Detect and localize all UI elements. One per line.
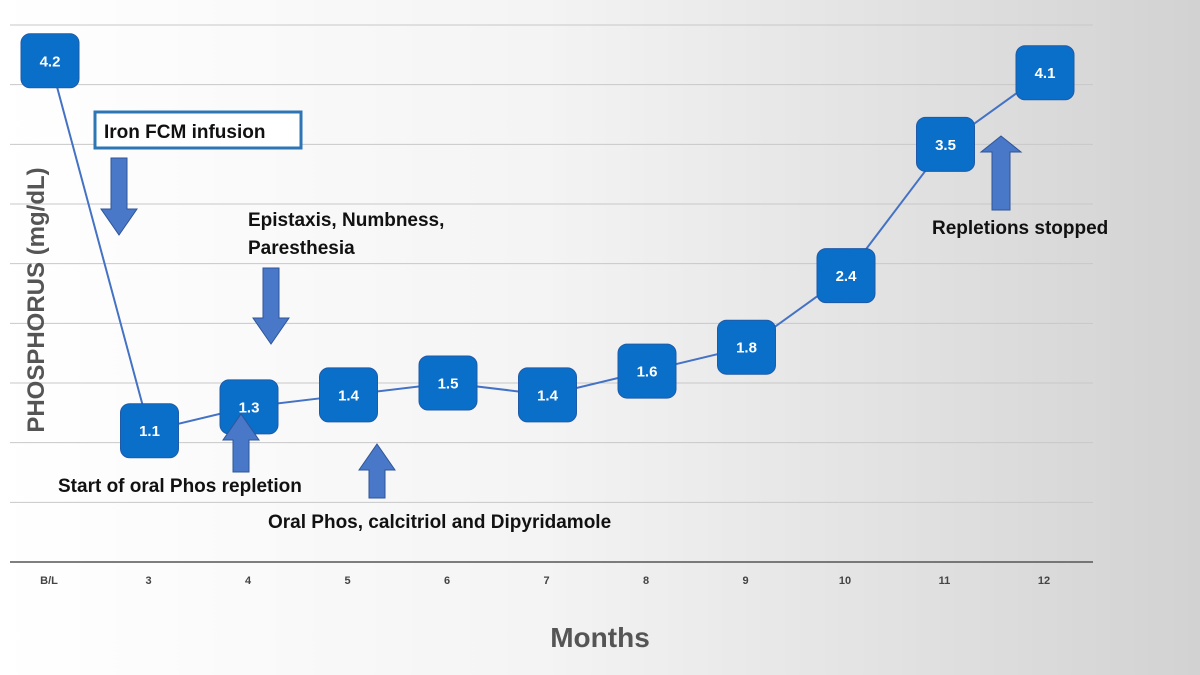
data-label: 2.4 <box>836 268 858 285</box>
up-arrow-repletion-start <box>222 413 260 473</box>
data-label: 4.2 <box>40 53 61 70</box>
annotation-epistaxis-line1: Epistaxis, Numbness, <box>248 210 444 231</box>
down-arrow-iron <box>100 157 138 236</box>
x-tick-label: 4 <box>245 575 252 587</box>
data-label: 3.5 <box>935 137 956 154</box>
annotation-repletions-stopped: Repletions stopped <box>932 218 1108 239</box>
data-point-marker <box>617 343 677 399</box>
x-tick-label: 3 <box>145 575 151 587</box>
data-point-marker <box>120 403 179 459</box>
x-tick-labels: B/L 3 4 5 6 7 8 9 10 11 12 <box>40 575 1050 587</box>
x-tick-label: 6 <box>444 575 450 587</box>
data-label: 1.4 <box>338 387 360 404</box>
data-label: 1.1 <box>139 423 160 440</box>
x-tick-label: 11 <box>939 575 951 587</box>
data-label: 1.3 <box>239 399 260 416</box>
x-tick-label: 7 <box>543 575 549 587</box>
data-point-marker <box>518 367 577 423</box>
annotation-repletion-start: Start of oral Phos repletion <box>58 476 302 497</box>
x-tick-label: B/L <box>40 575 58 587</box>
data-label: 1.4 <box>537 387 559 404</box>
x-tick-label: 8 <box>643 575 649 587</box>
iron-infusion-box <box>93 110 303 150</box>
annotation-oral-phos: Oral Phos, calcitriol and Dipyridamole <box>268 512 611 533</box>
data-point-marker <box>20 33 80 89</box>
y-axis-title: PHOSPHORUS (mg/dL) <box>23 167 50 432</box>
data-point-marker <box>816 248 876 304</box>
annotation-epistaxis-line2: Paresthesia <box>248 238 355 259</box>
data-label: 4.1 <box>1035 65 1056 82</box>
x-axis-title: Months <box>550 622 650 653</box>
up-arrow-repletions-stopped <box>979 135 1023 211</box>
x-tick-label: 9 <box>742 575 748 587</box>
data-label: 1.6 <box>637 364 658 381</box>
data-point-marker <box>319 367 378 423</box>
x-tick-label: 10 <box>839 575 851 587</box>
data-markers: 4.2 1.1 1.3 1.4 1.5 1.4 1.6 1.8 2.4 3.5 4.1 <box>20 33 1075 459</box>
annotation-iron-infusion: Iron FCM infusion <box>104 122 265 143</box>
x-tick-label: 12 <box>1038 575 1050 587</box>
data-point-marker <box>418 355 478 411</box>
down-arrow-symptoms <box>252 267 290 345</box>
data-point-marker <box>916 116 975 172</box>
data-point-marker <box>717 319 776 375</box>
x-tick-label: 5 <box>344 575 350 587</box>
data-label: 1.8 <box>736 340 757 357</box>
data-label: 1.5 <box>438 376 459 393</box>
data-point-marker <box>1015 45 1075 101</box>
up-arrow-oral-phos <box>358 443 396 499</box>
